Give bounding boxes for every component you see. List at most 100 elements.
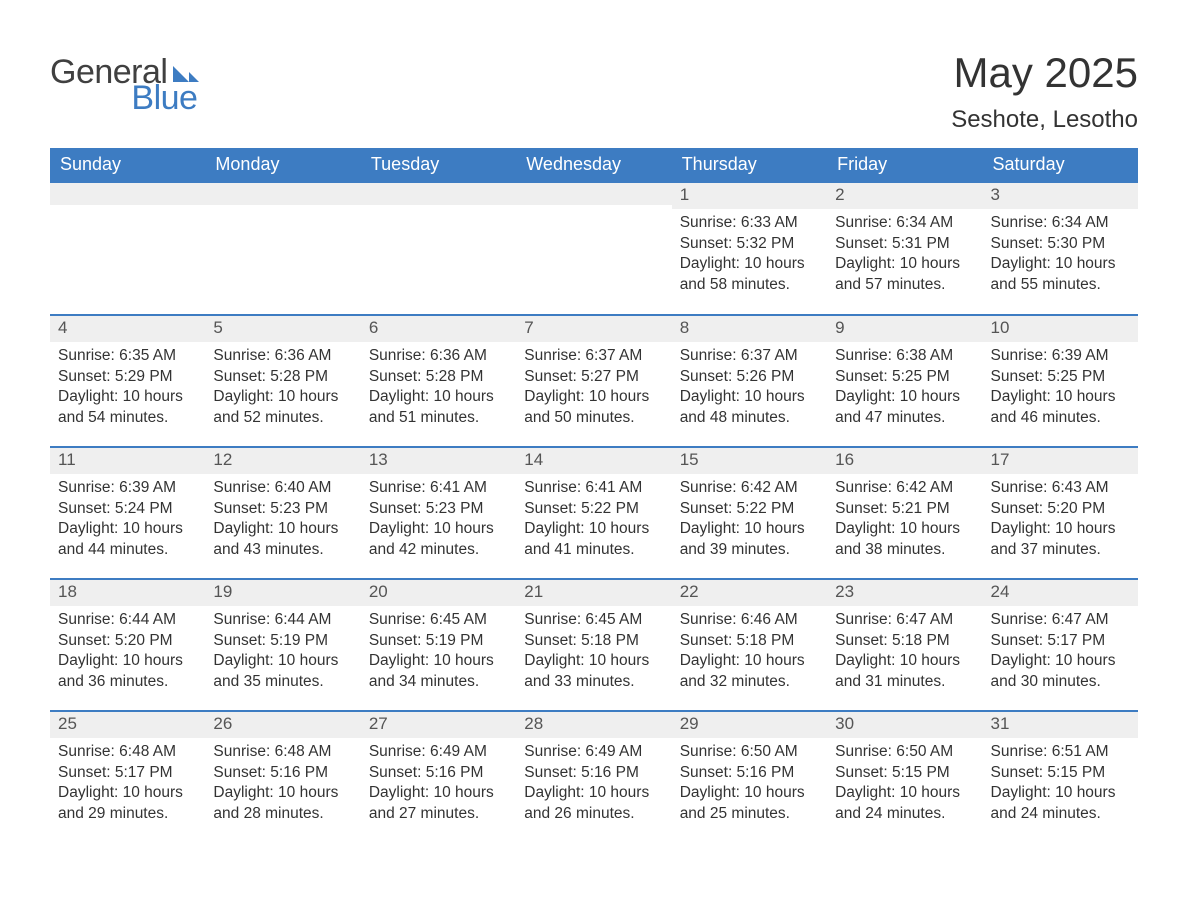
sunset-line: Sunset: 5:15 PM [991,763,1130,784]
topbar: General Blue May 2025 Seshote, Lesotho [50,50,1138,134]
calendar-cell: 8Sunrise: 6:37 AMSunset: 5:26 PMDaylight… [672,315,827,447]
calendar-cell [50,183,205,315]
day-number: 23 [827,580,982,605]
sunrise-line: Sunrise: 6:34 AM [991,213,1130,234]
day-details: Sunrise: 6:43 AMSunset: 5:20 PMDaylight:… [983,474,1138,568]
calendar-week-row: 4Sunrise: 6:35 AMSunset: 5:29 PMDaylight… [50,315,1138,447]
calendar-cell: 31Sunrise: 6:51 AMSunset: 5:15 PMDayligh… [983,711,1138,843]
day-number: 22 [672,580,827,605]
sunrise-line: Sunrise: 6:39 AM [58,478,197,499]
day-details: Sunrise: 6:39 AMSunset: 5:25 PMDaylight:… [983,342,1138,436]
daylight-line: Daylight: 10 hours and 27 minutes. [369,783,508,825]
sunrise-line: Sunrise: 6:36 AM [369,346,508,367]
day-details: Sunrise: 6:36 AMSunset: 5:28 PMDaylight:… [205,342,360,436]
sunset-line: Sunset: 5:20 PM [991,499,1130,520]
day-number: 20 [361,580,516,605]
daylight-line: Daylight: 10 hours and 31 minutes. [835,651,974,693]
location-label: Seshote, Lesotho [951,106,1138,134]
day-number: 15 [672,448,827,473]
day-details: Sunrise: 6:48 AMSunset: 5:17 PMDaylight:… [50,738,205,832]
day-details: Sunrise: 6:47 AMSunset: 5:18 PMDaylight:… [827,606,982,700]
day-number: 9 [827,316,982,341]
daylight-line: Daylight: 10 hours and 50 minutes. [524,387,663,429]
sunset-line: Sunset: 5:19 PM [213,631,352,652]
sunset-line: Sunset: 5:16 PM [369,763,508,784]
sunset-line: Sunset: 5:19 PM [369,631,508,652]
calendar-week-row: 25Sunrise: 6:48 AMSunset: 5:17 PMDayligh… [50,711,1138,843]
sunrise-line: Sunrise: 6:39 AM [991,346,1130,367]
daylight-line: Daylight: 10 hours and 43 minutes. [213,519,352,561]
calendar-cell: 3Sunrise: 6:34 AMSunset: 5:30 PMDaylight… [983,183,1138,315]
day-number: 5 [205,316,360,341]
daylight-line: Daylight: 10 hours and 30 minutes. [991,651,1130,693]
day-number: 1 [672,183,827,208]
sunrise-line: Sunrise: 6:49 AM [524,742,663,763]
sunset-line: Sunset: 5:17 PM [991,631,1130,652]
sunrise-line: Sunrise: 6:41 AM [369,478,508,499]
calendar-cell: 12Sunrise: 6:40 AMSunset: 5:23 PMDayligh… [205,447,360,579]
calendar-cell: 10Sunrise: 6:39 AMSunset: 5:25 PMDayligh… [983,315,1138,447]
day-details: Sunrise: 6:34 AMSunset: 5:31 PMDaylight:… [827,209,982,303]
day-number: 24 [983,580,1138,605]
col-header: Friday [827,148,982,183]
daylight-line: Daylight: 10 hours and 35 minutes. [213,651,352,693]
calendar-cell: 23Sunrise: 6:47 AMSunset: 5:18 PMDayligh… [827,579,982,711]
daylight-line: Daylight: 10 hours and 24 minutes. [835,783,974,825]
day-number: 18 [50,580,205,605]
col-header: Wednesday [516,148,671,183]
calendar-cell: 20Sunrise: 6:45 AMSunset: 5:19 PMDayligh… [361,579,516,711]
sunset-line: Sunset: 5:28 PM [213,367,352,388]
sunrise-line: Sunrise: 6:44 AM [213,610,352,631]
sunrise-line: Sunrise: 6:37 AM [680,346,819,367]
day-number [516,183,671,205]
calendar-cell: 1Sunrise: 6:33 AMSunset: 5:32 PMDaylight… [672,183,827,315]
month-title: May 2025 [951,50,1138,96]
day-number: 25 [50,712,205,737]
day-details: Sunrise: 6:49 AMSunset: 5:16 PMDaylight:… [361,738,516,832]
calendar-week-row: 18Sunrise: 6:44 AMSunset: 5:20 PMDayligh… [50,579,1138,711]
sunrise-line: Sunrise: 6:33 AM [680,213,819,234]
calendar-cell: 24Sunrise: 6:47 AMSunset: 5:17 PMDayligh… [983,579,1138,711]
calendar-cell: 16Sunrise: 6:42 AMSunset: 5:21 PMDayligh… [827,447,982,579]
daylight-line: Daylight: 10 hours and 41 minutes. [524,519,663,561]
daylight-line: Daylight: 10 hours and 44 minutes. [58,519,197,561]
sunrise-line: Sunrise: 6:42 AM [680,478,819,499]
sunrise-line: Sunrise: 6:51 AM [991,742,1130,763]
day-details: Sunrise: 6:41 AMSunset: 5:22 PMDaylight:… [516,474,671,568]
day-number: 29 [672,712,827,737]
sunset-line: Sunset: 5:20 PM [58,631,197,652]
col-header: Saturday [983,148,1138,183]
page: General Blue May 2025 Seshote, Lesotho S… [0,0,1188,883]
calendar-cell: 2Sunrise: 6:34 AMSunset: 5:31 PMDaylight… [827,183,982,315]
day-number: 6 [361,316,516,341]
sunrise-line: Sunrise: 6:45 AM [524,610,663,631]
day-details: Sunrise: 6:44 AMSunset: 5:19 PMDaylight:… [205,606,360,700]
sunset-line: Sunset: 5:16 PM [680,763,819,784]
calendar-cell: 13Sunrise: 6:41 AMSunset: 5:23 PMDayligh… [361,447,516,579]
calendar-cell: 15Sunrise: 6:42 AMSunset: 5:22 PMDayligh… [672,447,827,579]
daylight-line: Daylight: 10 hours and 26 minutes. [524,783,663,825]
sunset-line: Sunset: 5:16 PM [524,763,663,784]
title-block: May 2025 Seshote, Lesotho [951,50,1138,134]
sunrise-line: Sunrise: 6:50 AM [835,742,974,763]
calendar-week-row: 1Sunrise: 6:33 AMSunset: 5:32 PMDaylight… [50,183,1138,315]
daylight-line: Daylight: 10 hours and 52 minutes. [213,387,352,429]
calendar-cell: 4Sunrise: 6:35 AMSunset: 5:29 PMDaylight… [50,315,205,447]
calendar-week-row: 11Sunrise: 6:39 AMSunset: 5:24 PMDayligh… [50,447,1138,579]
daylight-line: Daylight: 10 hours and 25 minutes. [680,783,819,825]
sunrise-line: Sunrise: 6:37 AM [524,346,663,367]
daylight-line: Daylight: 10 hours and 36 minutes. [58,651,197,693]
day-details: Sunrise: 6:36 AMSunset: 5:28 PMDaylight:… [361,342,516,436]
daylight-line: Daylight: 10 hours and 39 minutes. [680,519,819,561]
day-number [50,183,205,205]
daylight-line: Daylight: 10 hours and 46 minutes. [991,387,1130,429]
calendar-cell: 28Sunrise: 6:49 AMSunset: 5:16 PMDayligh… [516,711,671,843]
day-details: Sunrise: 6:45 AMSunset: 5:18 PMDaylight:… [516,606,671,700]
calendar-cell: 5Sunrise: 6:36 AMSunset: 5:28 PMDaylight… [205,315,360,447]
sunset-line: Sunset: 5:28 PM [369,367,508,388]
day-number: 3 [983,183,1138,208]
daylight-line: Daylight: 10 hours and 48 minutes. [680,387,819,429]
sunset-line: Sunset: 5:21 PM [835,499,974,520]
day-details: Sunrise: 6:42 AMSunset: 5:21 PMDaylight:… [827,474,982,568]
day-number: 14 [516,448,671,473]
